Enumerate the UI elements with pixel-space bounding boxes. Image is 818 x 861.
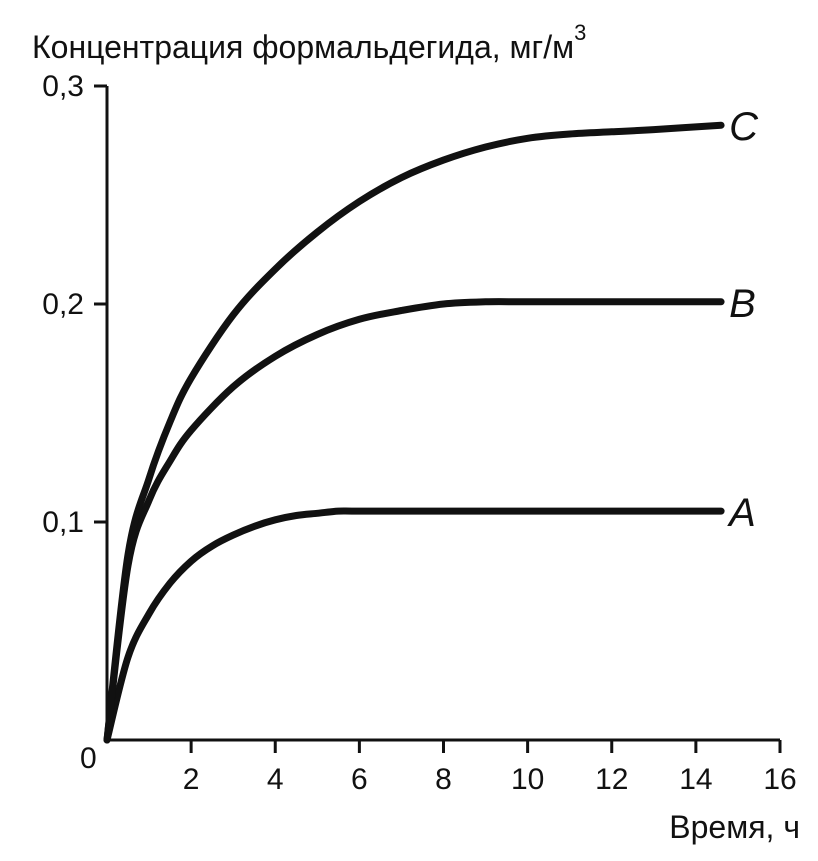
x-tick-label: 12 — [595, 763, 628, 796]
y-ticks: 0,1 0,2 0,3 — [42, 70, 107, 539]
y-tick-label: 0,2 — [42, 288, 84, 321]
x-tick-label: 4 — [267, 763, 284, 796]
series-label-a: A — [727, 491, 756, 535]
y-tick-label: 0,3 — [42, 70, 84, 103]
origin-label: 0 — [80, 742, 97, 775]
y-axis-title-text: Концентрация формальдегида, мг/м — [32, 29, 574, 65]
x-tick-label: 10 — [511, 763, 544, 796]
series-curves: A B C — [103, 105, 759, 744]
series-line-b — [103, 298, 725, 744]
x-tick-label: 16 — [763, 763, 796, 796]
series-label-b: B — [729, 282, 756, 326]
x-tick-label: 6 — [351, 763, 368, 796]
series-line-a — [103, 507, 725, 744]
series-line-c — [103, 121, 725, 744]
x-tick-label: 14 — [679, 763, 712, 796]
x-ticks: 2 4 6 8 10 12 14 16 — [183, 740, 797, 796]
series-label-c: C — [729, 105, 759, 149]
x-axis-title: Время, ч — [669, 809, 800, 845]
y-axis-title-superscript: 3 — [574, 20, 586, 45]
x-tick-label: 2 — [183, 763, 200, 796]
y-axis-title: Концентрация формальдегида, мг/м3 — [32, 20, 586, 65]
x-tick-label: 8 — [435, 763, 452, 796]
y-tick-label: 0,1 — [42, 506, 84, 539]
